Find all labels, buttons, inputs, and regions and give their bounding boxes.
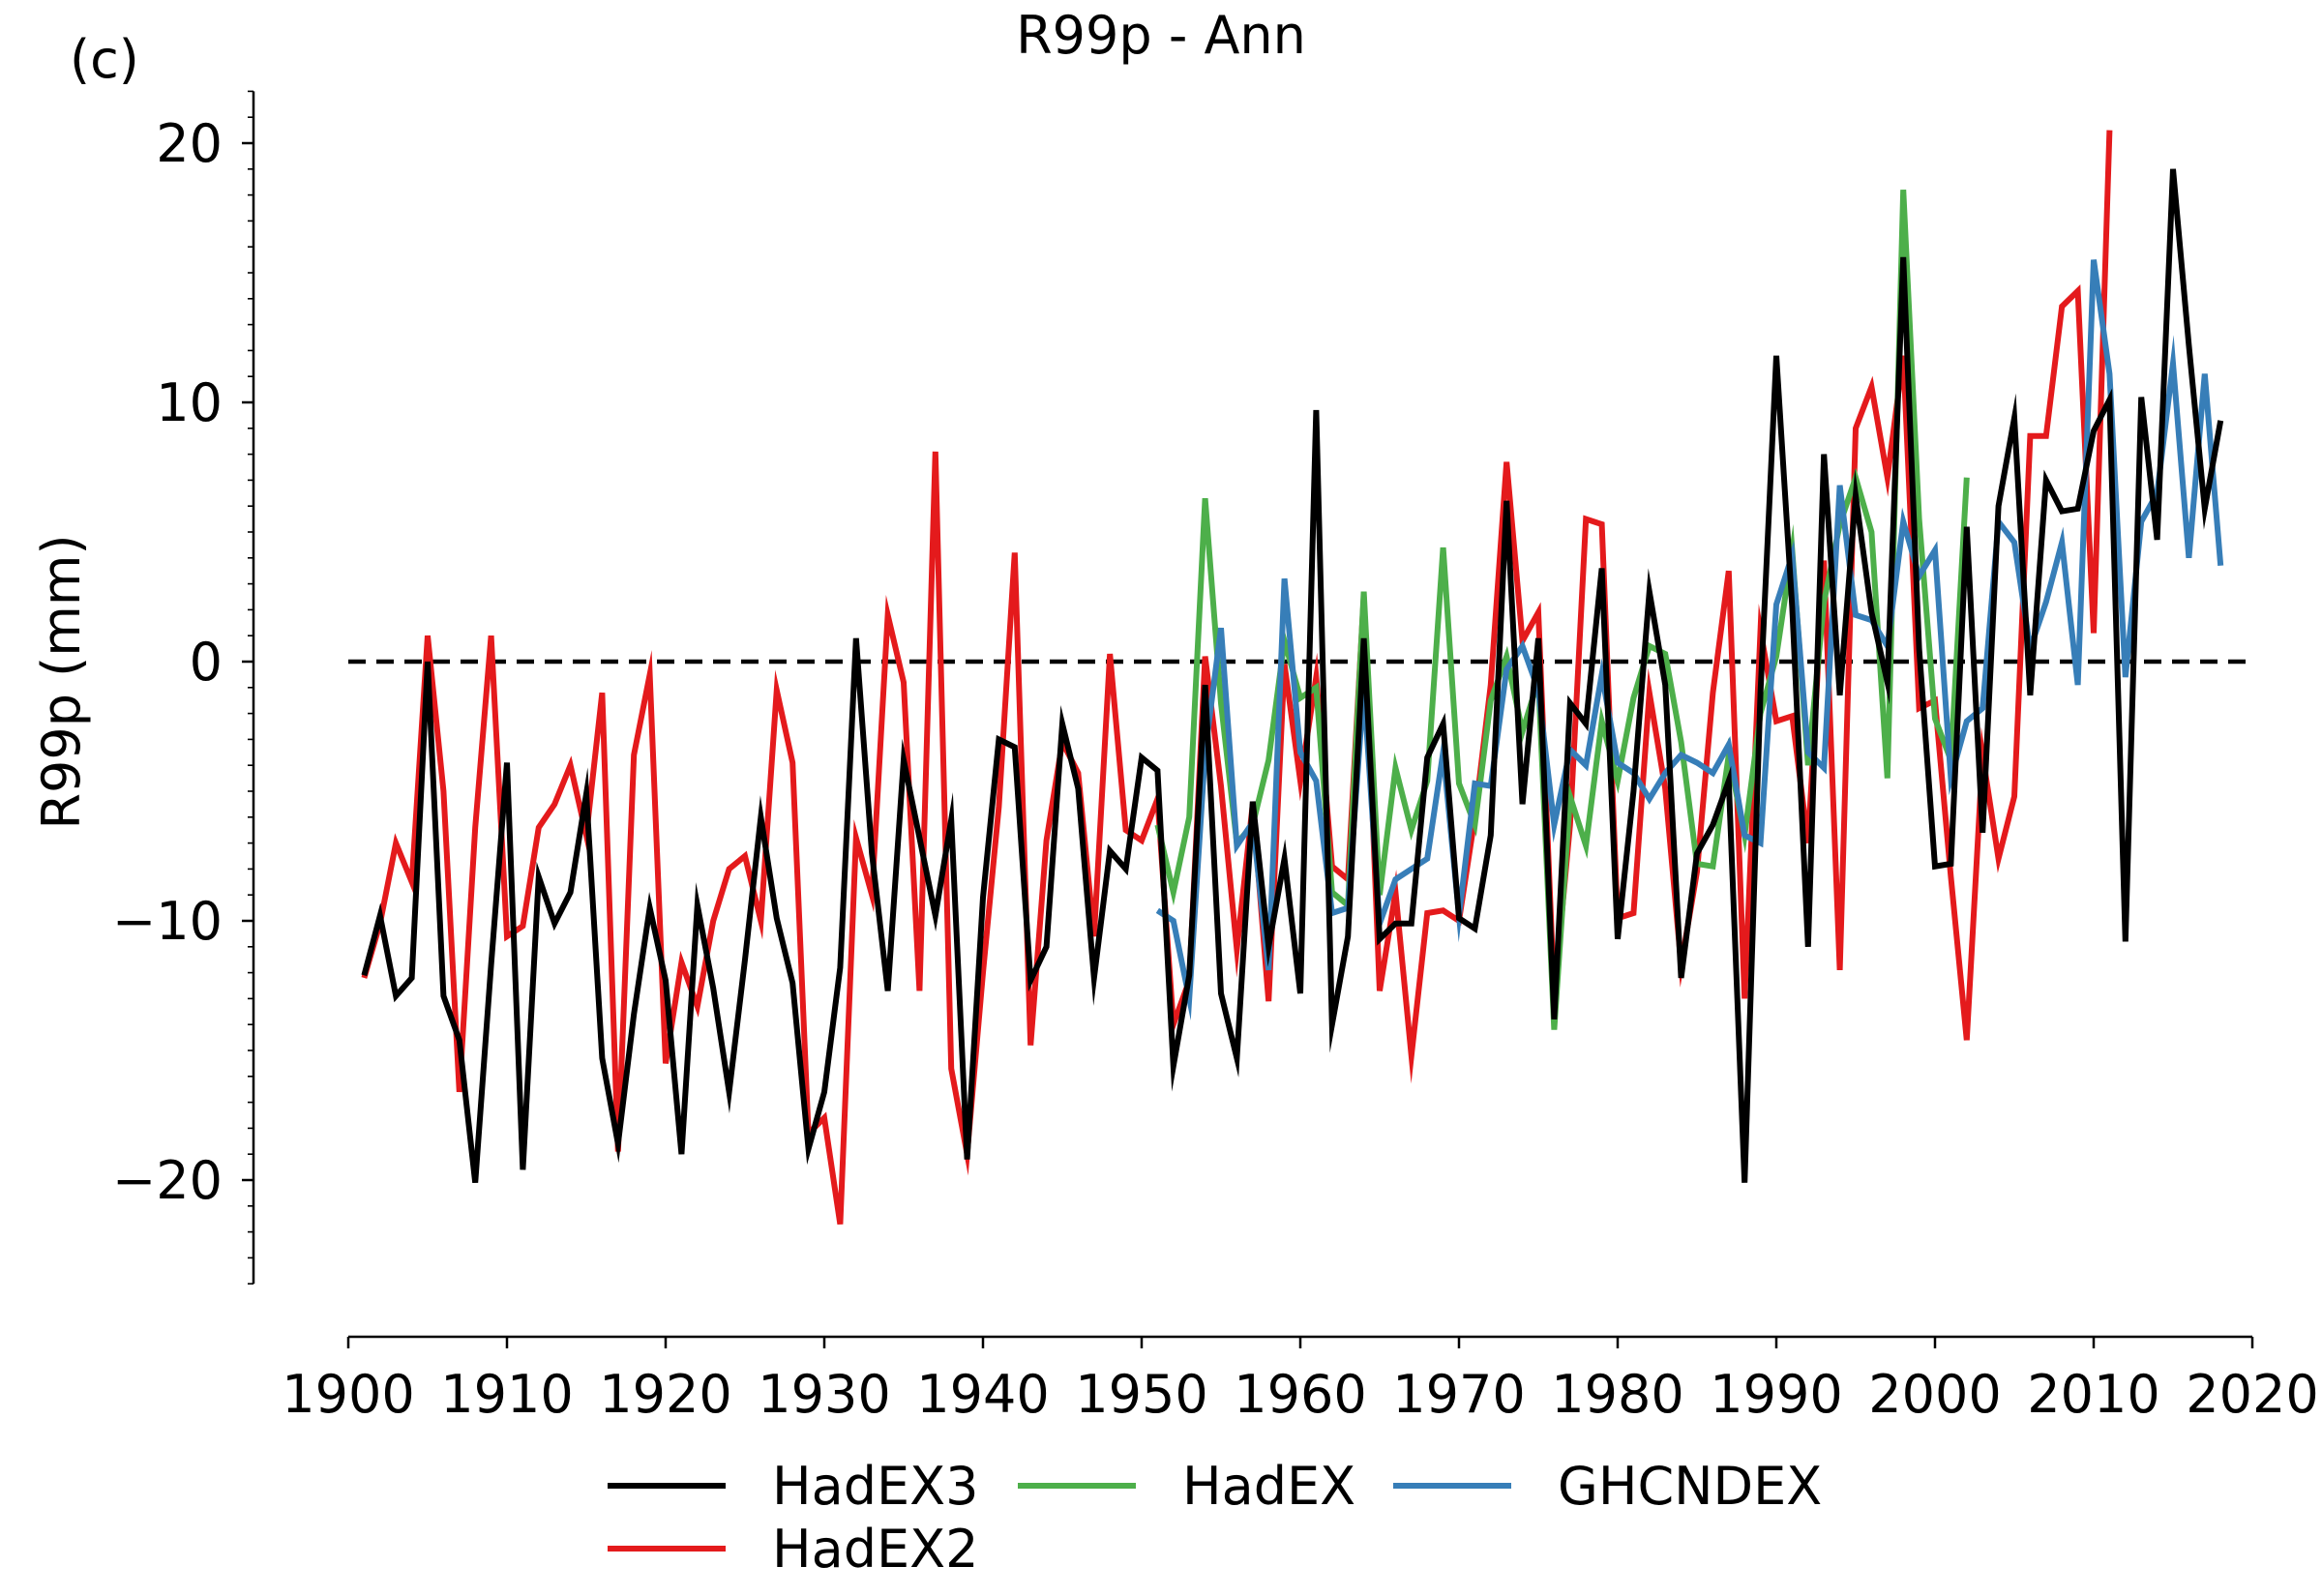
x-tick-label: 1960 [1234, 1364, 1366, 1425]
y-tick-label: 20 [156, 113, 223, 174]
x-tick-label: 1970 [1392, 1364, 1525, 1425]
series-line-hadex3 [361, 168, 2224, 1184]
legend-label-hadex: HadEX [1182, 1456, 1355, 1517]
x-tick-label: 2000 [1868, 1364, 2001, 1425]
x-tick-label: 1920 [599, 1364, 731, 1425]
y-axis-label: R99p (mm) [31, 534, 92, 829]
x-axis: 1900 1910 1920 1930 1940 1950 1960 1970 1980 1990… [282, 1335, 2319, 1425]
y-axis: −20 −10 0 10 20 [112, 90, 255, 1285]
legend-label-ghcndex: GHCNDEX [1558, 1456, 1822, 1517]
y-tick-label: 10 [156, 372, 223, 433]
x-tick-label: 1910 [440, 1364, 573, 1425]
x-tick-label: 1990 [1710, 1364, 1842, 1425]
legend-label-hadex3: HadEX3 [772, 1456, 978, 1517]
x-tick-label: 1980 [1551, 1364, 1683, 1425]
x-tick-label: 1940 [916, 1364, 1049, 1425]
legend-label-hadex2: HadEX2 [772, 1519, 978, 1580]
x-tick-label: 1900 [282, 1364, 414, 1425]
x-tick-label: 2020 [2186, 1364, 2318, 1425]
panel-label: (c) [70, 29, 139, 90]
x-tick-label: 1930 [758, 1364, 890, 1425]
x-tick-label: 1950 [1075, 1364, 1207, 1425]
x-tick-label: 2010 [2027, 1364, 2159, 1425]
legend: HadEX3 HadEX GHCNDEX HadEX2 [608, 1456, 1822, 1580]
series-line-ghcndex [1155, 259, 2224, 1021]
plot-area [348, 130, 2252, 1226]
y-tick-label: −10 [112, 891, 223, 952]
chart-title: R99p - Ann [1016, 5, 1306, 66]
y-tick-label: −20 [112, 1150, 223, 1211]
y-tick-label: 0 [190, 632, 223, 693]
